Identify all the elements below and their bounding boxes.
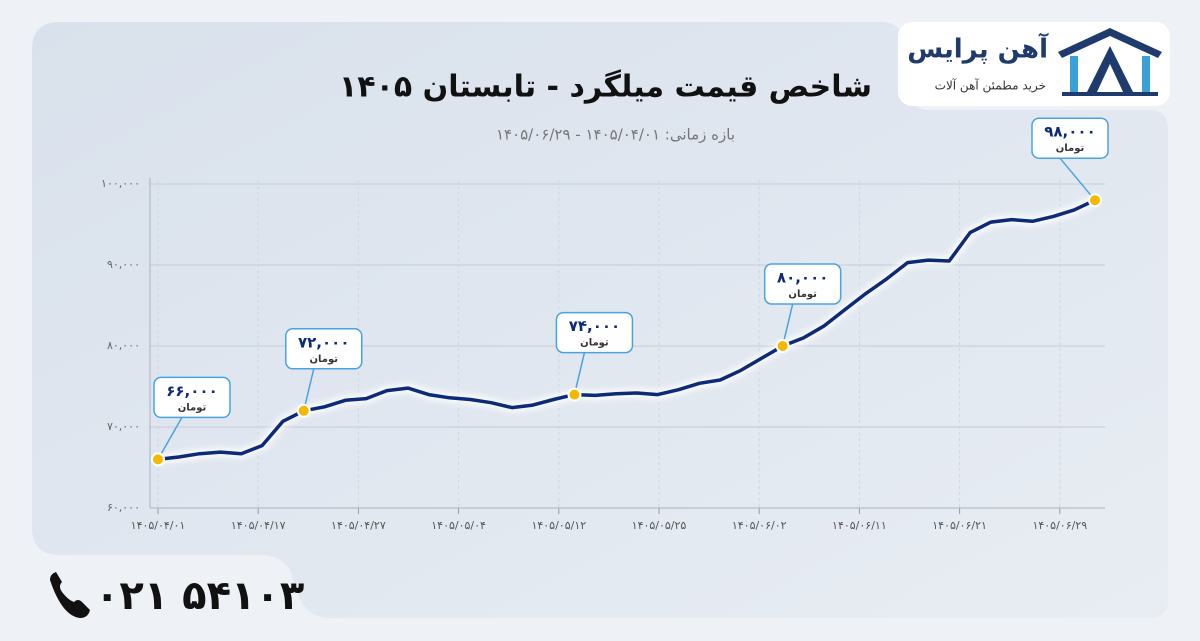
y-tick-label: ۸۰,۰۰۰	[107, 339, 140, 352]
x-tick-label: ۱۴۰۵/۰۶/۱۱	[832, 519, 887, 532]
phone-number: ۰۲۱ ۵۴۱۰۳	[95, 573, 304, 619]
annotation-unit: تومان	[788, 289, 817, 300]
annotation-value: ۹۸,۰۰۰	[1044, 123, 1095, 141]
phone-icon	[50, 572, 90, 618]
y-tick-label: ۶۰,۰۰۰	[107, 501, 140, 514]
point-marker	[1088, 193, 1102, 208]
annotation-unit: تومان	[580, 338, 609, 349]
annotation-box	[1031, 117, 1109, 159]
annotation-unit: تومان	[309, 354, 338, 365]
plot: ۶۰,۰۰۰ ۷۰,۰۰۰ ۸۰,۰۰۰ ۹۰,۰۰۰ ۱۰۰,۰۰۰ ۱۴۰۵/۰۴/۰…	[101, 117, 1109, 532]
chart-subtitle: بازه زمانی: ۱۴۰۵/۰۴/۰۱ - ۱۴۰۵/۰۶/۲۹	[496, 126, 735, 144]
point-marker	[775, 339, 790, 353]
point-marker	[567, 387, 582, 402]
x-tick-label: ۱۴۰۵/۰۵/۰۴	[431, 519, 486, 532]
x-tick-label: ۱۴۰۵/۰۵/۲۵	[632, 519, 687, 532]
y-tick-label: ۹۰,۰۰۰	[107, 258, 140, 271]
annotation-unit: تومان	[1056, 143, 1085, 154]
x-tick-label: ۱۴۰۵/۰۴/۲۷	[331, 519, 386, 532]
annotation-unit: تومان	[178, 402, 207, 413]
x-tick-label: ۱۴۰۵/۰۶/۰۲	[732, 519, 787, 532]
logo-box	[898, 22, 1170, 106]
x-tick-label: ۱۴۰۵/۰۴/۰۱	[131, 519, 186, 532]
logo-icon	[1058, 28, 1162, 96]
annotation-value: ۸۰,۰۰۰	[777, 269, 828, 287]
brand-tagline: خرید مطمئن آهن آلات	[935, 78, 1046, 94]
annotation-box	[763, 263, 842, 305]
annotation-connector	[303, 368, 315, 411]
annotation-connector	[573, 352, 586, 395]
y-tick-label: ۱۰۰,۰۰۰	[101, 177, 140, 190]
brand-name: آهن پرایس	[907, 33, 1049, 65]
line	[157, 198, 1096, 462]
x-tick-label: ۱۴۰۵/۰۵/۱۲	[531, 519, 586, 532]
annotation-connector	[1059, 157, 1096, 201]
annotation-box	[153, 376, 231, 419]
x-tick-label: ۱۴۰۵/۰۴/۱۷	[231, 519, 286, 532]
x-tick-label: ۱۴۰۵/۰۶/۲۱	[932, 519, 987, 532]
point-marker	[151, 452, 165, 467]
annotation-value: ۷۲,۰۰۰	[298, 333, 349, 351]
point-marker	[296, 403, 311, 418]
y-tick-label: ۷۰,۰۰۰	[107, 420, 140, 433]
chart-title: شاخص قیمت میلگرد - تابستان ۱۴۰۵	[339, 69, 872, 105]
x-tick-label: ۱۴۰۵/۰۶/۲۹	[1032, 519, 1087, 532]
annotation-box	[285, 328, 363, 370]
annotation-box	[555, 311, 634, 354]
annotation-value: ۷۴,۰۰۰	[569, 317, 620, 335]
annotation-connector	[781, 303, 794, 347]
annotation-value: ۶۶,۰۰۰	[166, 382, 217, 400]
annotation-connector	[157, 417, 183, 460]
